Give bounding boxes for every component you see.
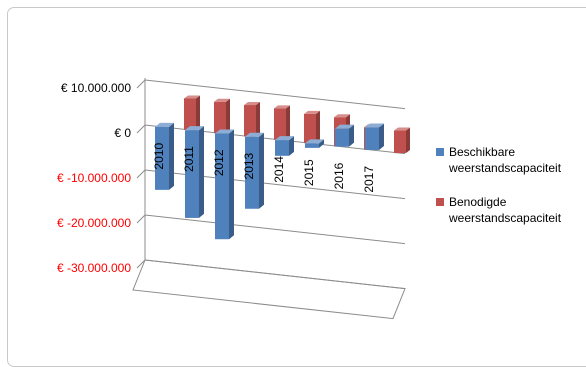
x-tick-label: 2016 (332, 162, 346, 189)
gridline (144, 79, 406, 110)
y-tick-label: € -20.000.000 (57, 216, 131, 230)
y-tick-label: € -10.000.000 (57, 171, 131, 185)
x-tick-label: 2014 (272, 156, 286, 183)
series-front-bars (155, 122, 384, 240)
legend-label: Benodigde (449, 195, 507, 209)
bar-beschikbare-2016 (335, 124, 354, 147)
x-axis-ticks: 2010 2011 2012 2013 2014 2015 2016 2017 (152, 143, 376, 193)
bar-beschikbare-2013 (245, 132, 264, 209)
bar-beschikbare-2011 (185, 126, 204, 218)
bar-benodigde-2013 (274, 105, 290, 140)
bar-benodigde-2014 (304, 110, 320, 144)
bar-beschikbare-2015 (305, 139, 324, 148)
gridline-depth (136, 124, 146, 134)
bar-benodigde-2012 (244, 102, 260, 137)
x-tick-label: 2013 (242, 152, 256, 179)
gridline-depth (136, 79, 146, 89)
bar-benodigde-2017 (394, 127, 410, 154)
y-axis-ticks: € 10.000.000 € 0 € -10.000.000 € -20.000.00… (57, 81, 131, 275)
y-tick-label: € 0 (114, 126, 131, 140)
y-tick-label: € 10.000.000 (61, 81, 131, 95)
x-tick-label: 2011 (182, 146, 196, 172)
bar-beschikbare-2014 (275, 136, 294, 156)
gridline-depth (136, 214, 146, 224)
legend-label: weerstandscapaciteit (448, 161, 562, 175)
gridline-depth (136, 169, 146, 179)
x-tick-label: 2015 (302, 159, 316, 186)
legend: Beschikbare weerstandscapaciteit Benodigde… (436, 145, 562, 225)
legend-label: weerstandscapaciteit (448, 211, 562, 225)
legend-swatch (436, 198, 444, 206)
bar-beschikbare-2010 (155, 122, 174, 190)
bar-benodigde-2010 (184, 95, 200, 130)
x-tick-label: 2017 (362, 166, 376, 193)
chart-floor (132, 259, 406, 320)
x-tick-label: 2010 (152, 143, 166, 170)
bar-beschikbare-2017 (365, 123, 384, 150)
gridline-depth (136, 259, 146, 269)
y-tick-label: € -30.000.000 (57, 261, 131, 275)
bar-beschikbare-2012 (215, 129, 234, 240)
chart-walls (132, 78, 406, 320)
legend-swatch (436, 148, 444, 156)
bar-benodigde-2011 (214, 98, 230, 134)
legend-label: Beschikbare (449, 145, 515, 159)
x-tick-label: 2012 (212, 149, 226, 176)
gridline (144, 214, 406, 245)
gridline (144, 259, 406, 290)
